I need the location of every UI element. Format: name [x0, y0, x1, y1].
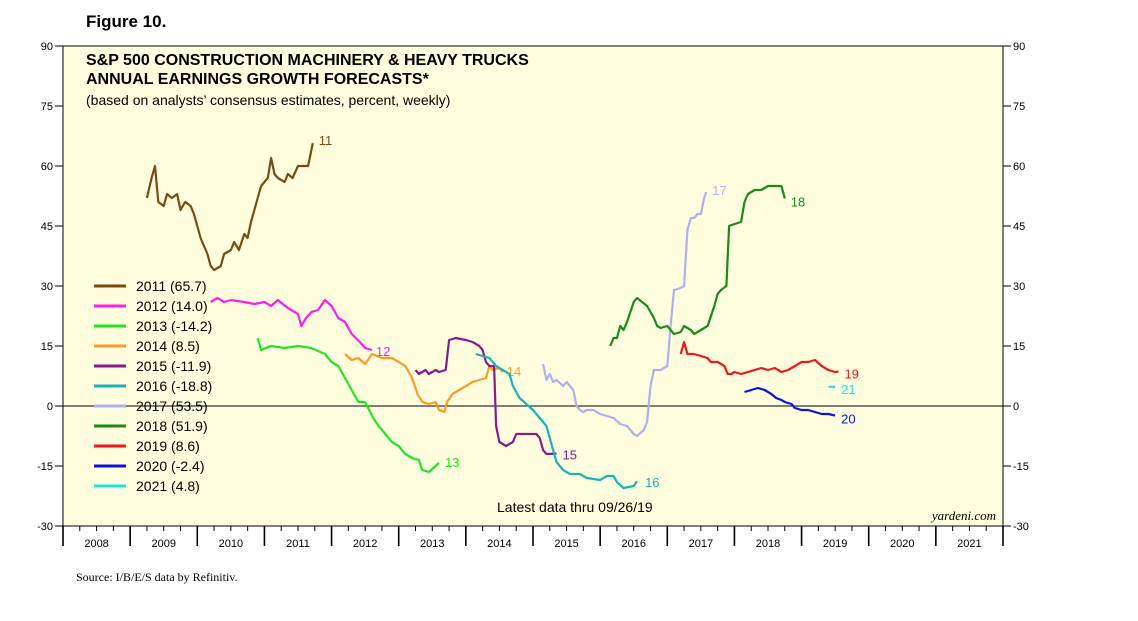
y-tick-label-left: 45: [41, 221, 53, 233]
legend-label: 2018 (51.9): [136, 418, 208, 434]
legend-label: 2011 (65.7): [136, 278, 207, 294]
series-end-label-14: 14: [507, 364, 521, 379]
y-tick-label-right: 45: [1013, 221, 1025, 233]
series-end-label-17: 17: [712, 183, 726, 198]
y-axis-right: -30 -15 0 15 30 45 60 75 90: [1003, 41, 1029, 533]
series-end-label-20: 20: [841, 412, 855, 427]
series-end-label-18: 18: [791, 194, 805, 209]
y-tick-label-right: 0: [1013, 401, 1019, 413]
series-end-label-21: 21: [841, 382, 855, 397]
x-tick-label: 2010: [219, 538, 243, 550]
legend-label: 2017 (53.5): [136, 398, 208, 414]
y-tick-label-right: 30: [1013, 281, 1025, 293]
series-line-15: [414, 336, 557, 456]
series-end-label-16: 16: [645, 475, 659, 490]
y-tick-label-left: 0: [47, 401, 53, 413]
series-line-12: [210, 296, 373, 352]
x-tick-label: 2014: [487, 538, 511, 550]
series-line-11: [145, 142, 314, 272]
legend-label: 2013 (-14.2): [136, 318, 212, 334]
y-tick-label-left: 90: [41, 41, 53, 53]
series-line-20: [744, 386, 836, 417]
x-tick-label: 2021: [957, 538, 981, 550]
source-note: Source: I/B/E/S data by Refinitiv.: [76, 570, 238, 584]
series-line-16: [475, 352, 638, 490]
series-line-13: [256, 337, 440, 474]
y-tick-label-left: -15: [37, 461, 53, 473]
y-tick-label-right: 60: [1013, 161, 1025, 173]
series-end-label-15: 15: [563, 448, 577, 463]
x-tick-label: 2012: [353, 538, 377, 550]
legend: 2011 (65.7) 2012 (14.0) 2013 (-14.2) 2014 (…: [94, 278, 212, 494]
y-tick-label-left: 15: [41, 341, 53, 353]
x-tick-label: 2019: [823, 538, 847, 550]
chart-title: S&P 500 CONSTRUCTION MACHINERY & HEAVY T…: [86, 52, 529, 69]
legend-label: 2014 (8.5): [136, 338, 200, 354]
series-line-14: [344, 352, 504, 414]
y-tick-label-left: 75: [41, 101, 53, 113]
chart-subtitle: (based on analysts’ consensus estimates,…: [86, 92, 450, 108]
series-line-17: [542, 191, 708, 438]
legend-label: 2020 (-2.4): [136, 458, 204, 474]
x-tick-label: 2016: [621, 538, 645, 550]
series-line-18: [609, 184, 786, 347]
legend-label: 2016 (-18.8): [136, 378, 212, 394]
series-layer: 11 12 13 14 15 16 17 18 19 20 21: [145, 133, 859, 490]
y-tick-label-right: 90: [1013, 41, 1025, 53]
y-tick-label-right: 75: [1013, 101, 1025, 113]
x-tick-label: 2009: [151, 538, 175, 550]
legend-label: 2012 (14.0): [136, 298, 208, 314]
latest-data-annotation: Latest data thru 09/26/19: [497, 499, 653, 515]
x-tick-label: 2011: [286, 538, 310, 550]
x-tick-label: 2018: [756, 538, 780, 550]
y-axis-left: -30 -15 0 15 30 45 60 75 90: [37, 41, 63, 533]
y-tick-label-left: -30: [37, 521, 53, 533]
series-end-label-12: 12: [376, 344, 390, 359]
y-tick-label-right: -30: [1013, 521, 1029, 533]
legend-label: 2019 (8.6): [136, 438, 200, 454]
chart-title-line2: ANNUAL EARNINGS GROWTH FORECASTS*: [86, 71, 430, 88]
x-tick-label: 2013: [420, 538, 444, 550]
series-end-label-13: 13: [445, 455, 459, 470]
x-tick-label: 2008: [84, 538, 108, 550]
x-tick-label: 2017: [689, 538, 713, 550]
x-tick-label: 2015: [554, 538, 578, 550]
series-end-label-19: 19: [845, 367, 859, 382]
legend-label: 2021 (4.8): [136, 478, 200, 494]
watermark: yardeni.com: [930, 508, 996, 523]
y-tick-label-left: 60: [41, 161, 53, 173]
x-axis: 2008 2009 2010 2011 2012 2013 2014 2015 2016 2017…: [62, 526, 1004, 550]
series-end-label-11: 11: [319, 133, 333, 148]
y-tick-label-right: 15: [1013, 341, 1025, 353]
y-tick-label-left: 30: [41, 281, 53, 293]
figure-label: Figure 10.: [86, 12, 167, 31]
series-line-19: [679, 340, 839, 376]
y-tick-label-right: -15: [1013, 461, 1029, 473]
x-tick-label: 2020: [890, 538, 914, 550]
legend-label: 2015 (-11.9): [136, 358, 211, 374]
